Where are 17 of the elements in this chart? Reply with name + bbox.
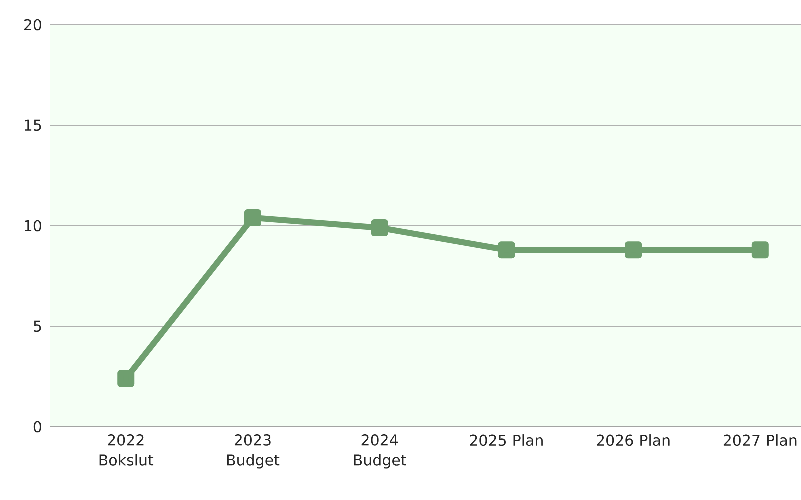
y-tick-label: 15 xyxy=(25,120,42,132)
point xyxy=(244,209,262,226)
x-tick-label: 2027 Plan xyxy=(724,434,797,446)
x-tick-label: 2024 Budget xyxy=(354,434,406,469)
point xyxy=(625,242,642,259)
x-tick-label: 2022 Bokslut xyxy=(100,434,154,466)
x-tick-label: 2025 Plan xyxy=(470,434,543,446)
point xyxy=(371,220,388,236)
point xyxy=(752,242,769,259)
y-tick-label: 0 xyxy=(34,421,42,433)
y-tick-label: 10 xyxy=(25,220,42,232)
point xyxy=(498,242,516,259)
point xyxy=(118,370,135,388)
y-tick-label: 5 xyxy=(34,320,42,332)
x-tick-label: 2026 Plan xyxy=(597,434,670,446)
x-tick-label: 2023 Budget xyxy=(227,434,280,469)
y-tick-label: 20 xyxy=(24,19,42,31)
